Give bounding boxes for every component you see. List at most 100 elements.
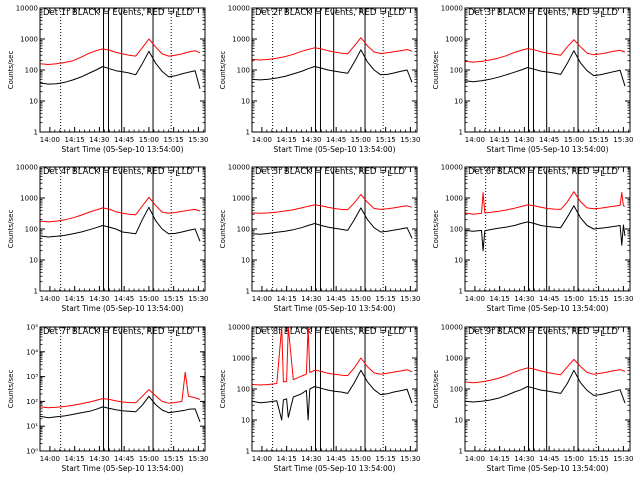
series-events-line bbox=[40, 206, 201, 242]
y-tick-label: 1 bbox=[459, 129, 463, 137]
legend-glyph: L bbox=[175, 10, 180, 19]
series-lld-line bbox=[40, 38, 201, 65]
x-tick-label: 15:30 bbox=[188, 136, 208, 144]
x-tick-label: 15:30 bbox=[400, 295, 420, 303]
x-tick-label: 15:15 bbox=[164, 295, 184, 303]
x-tick-label: 14:00 bbox=[252, 295, 272, 303]
x-tick-label: 15:15 bbox=[589, 136, 609, 144]
panel-title: Det 4f BLACK = Events, RED = LLD bbox=[43, 167, 193, 177]
x-tick-label: 14:30 bbox=[514, 455, 534, 463]
panel-title: Det 5f BLACK = Events, RED = LLD bbox=[255, 167, 405, 177]
panel-title: Det 7f BLACK = Events, RED = LLD bbox=[43, 327, 193, 337]
y-axis-label: Counts/sec bbox=[219, 51, 227, 90]
y-tick-label: 10⁰ bbox=[26, 448, 38, 456]
x-axis-label: Start Time (05-Sep-10 13:54:00) bbox=[62, 464, 184, 473]
x-tick-label: 15:00 bbox=[351, 136, 371, 144]
x-tick-label: 14:45 bbox=[326, 136, 346, 144]
x-tick-label: 15:15 bbox=[164, 455, 184, 463]
x-tick-label: 15:15 bbox=[376, 295, 396, 303]
panel-title: Det 2f BLACK = Events, RED = LLD bbox=[255, 8, 405, 18]
y-tick-label: 100 bbox=[25, 67, 38, 75]
x-tick-label: 14:30 bbox=[514, 136, 534, 144]
x-tick-label: 15:30 bbox=[613, 455, 633, 463]
y-tick-label: 10 bbox=[241, 417, 250, 425]
x-axis-label: Start Time (05-Sep-10 13:54:00) bbox=[62, 304, 184, 313]
y-tick-label: 1000 bbox=[232, 195, 250, 203]
x-tick-label: 14:45 bbox=[539, 136, 559, 144]
y-axis-label: Counts/sec bbox=[7, 370, 15, 409]
y-tick-label: 10000 bbox=[228, 5, 250, 13]
y-tick-label: 100 bbox=[237, 67, 250, 75]
y-tick-label: 10 bbox=[454, 417, 463, 425]
x-tick-label: 14:45 bbox=[326, 455, 346, 463]
y-tick-label: 10000 bbox=[441, 324, 463, 332]
y-tick-label: 1 bbox=[34, 288, 38, 296]
y-tick-label: 1000 bbox=[20, 36, 38, 44]
x-tick-label: 15:15 bbox=[376, 455, 396, 463]
y-tick-label: 1 bbox=[34, 129, 38, 137]
x-tick-label: 14:15 bbox=[65, 455, 85, 463]
x-tick-label: 14:30 bbox=[514, 295, 534, 303]
x-tick-label: 14:00 bbox=[465, 136, 485, 144]
y-tick-label: 10000 bbox=[441, 164, 463, 172]
y-tick-label: 10000 bbox=[441, 5, 463, 13]
legend-glyph: L bbox=[175, 169, 180, 178]
y-axis-label: Counts/sec bbox=[219, 210, 227, 249]
series-lld-line bbox=[465, 191, 626, 215]
y-tick-label: 10000 bbox=[228, 324, 250, 332]
y-tick-label: 1 bbox=[246, 448, 250, 456]
x-tick-label: 14:00 bbox=[40, 295, 60, 303]
x-tick-label: 14:45 bbox=[539, 295, 559, 303]
y-tick-label: 1000 bbox=[445, 355, 463, 363]
y-axis-label: Counts/sec bbox=[7, 210, 15, 249]
series-lld-line bbox=[252, 194, 413, 214]
panel-title: Det 3f BLACK = Events, RED = LLD bbox=[468, 8, 618, 18]
x-tick-label: 15:00 bbox=[351, 295, 371, 303]
y-tick-label: 100 bbox=[237, 386, 250, 394]
x-tick-label: 15:30 bbox=[400, 136, 420, 144]
plot-frame bbox=[464, 326, 631, 452]
x-tick-label: 15:30 bbox=[188, 455, 208, 463]
y-tick-label: 1000 bbox=[445, 36, 463, 44]
y-tick-label: 10² bbox=[26, 398, 38, 406]
x-tick-label: 14:30 bbox=[301, 295, 321, 303]
y-tick-label: 100 bbox=[25, 226, 38, 234]
series-events-line bbox=[252, 207, 413, 239]
panel-title: Det 1f BLACK = Events, RED = LLD bbox=[43, 8, 193, 18]
y-tick-label: 10 bbox=[29, 257, 38, 265]
x-tick-label: 14:45 bbox=[114, 295, 134, 303]
x-tick-label: 15:00 bbox=[139, 455, 159, 463]
y-axis-label: Counts/sec bbox=[432, 210, 440, 249]
series-events-line bbox=[40, 395, 201, 422]
x-tick-label: 15:00 bbox=[139, 136, 159, 144]
x-tick-label: 14:15 bbox=[277, 136, 297, 144]
x-tick-label: 14:15 bbox=[490, 455, 510, 463]
x-tick-label: 15:15 bbox=[164, 136, 184, 144]
x-tick-label: 15:30 bbox=[400, 455, 420, 463]
series-events-line bbox=[252, 49, 413, 83]
panel-title: Det 6f BLACK = Events, RED = LLD bbox=[468, 167, 618, 177]
plot-frame bbox=[39, 7, 206, 133]
x-tick-label: 15:30 bbox=[188, 295, 208, 303]
x-tick-label: 14:30 bbox=[89, 295, 109, 303]
legend-glyph: L bbox=[387, 10, 392, 19]
x-tick-label: 14:00 bbox=[40, 136, 60, 144]
y-tick-label: 1000 bbox=[232, 36, 250, 44]
x-tick-label: 15:00 bbox=[564, 455, 584, 463]
x-tick-label: 14:15 bbox=[277, 295, 297, 303]
y-tick-label: 10 bbox=[29, 98, 38, 106]
x-tick-label: 14:00 bbox=[252, 136, 272, 144]
y-axis-label: Counts/sec bbox=[432, 51, 440, 90]
x-tick-label: 15:15 bbox=[376, 136, 396, 144]
y-tick-label: 100 bbox=[450, 386, 463, 394]
y-tick-label: 1 bbox=[459, 288, 463, 296]
x-axis-label: Start Time (05-Sep-10 13:54:00) bbox=[487, 304, 609, 313]
series-lld-line bbox=[465, 358, 626, 384]
x-tick-label: 14:30 bbox=[301, 136, 321, 144]
plot-frame bbox=[464, 166, 631, 292]
